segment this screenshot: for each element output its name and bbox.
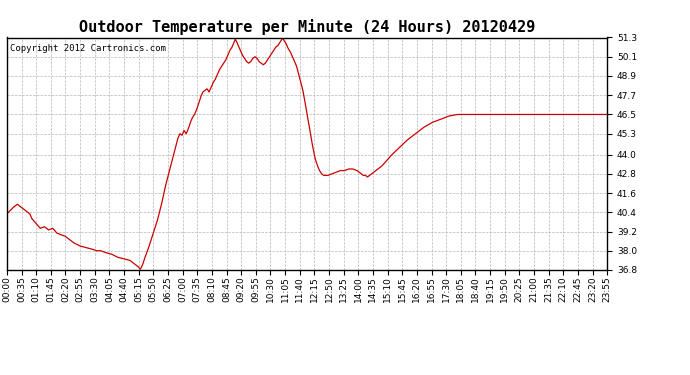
Text: Copyright 2012 Cartronics.com: Copyright 2012 Cartronics.com [10,45,166,54]
Title: Outdoor Temperature per Minute (24 Hours) 20120429: Outdoor Temperature per Minute (24 Hours… [79,19,535,35]
